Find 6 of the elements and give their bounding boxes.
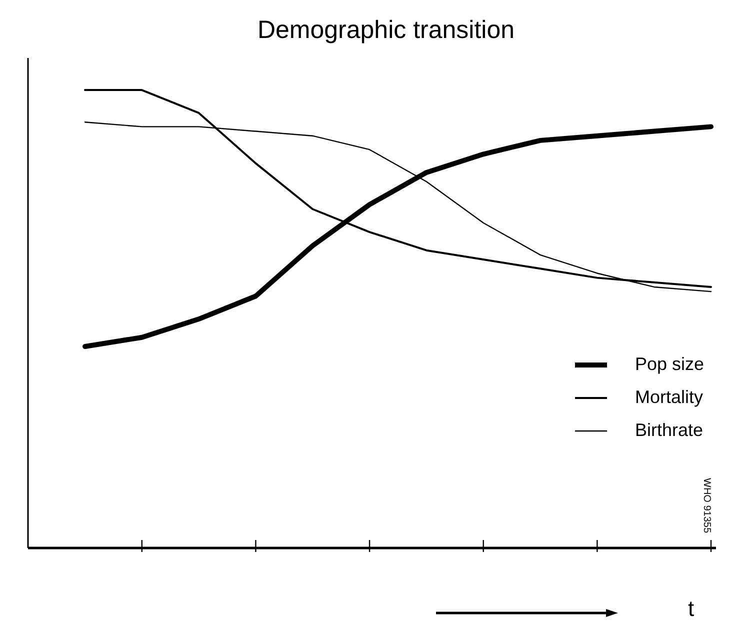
legend-label: Birthrate <box>634 419 703 442</box>
legend-label: Pop size <box>634 353 704 376</box>
chart-title: Demographic transition <box>256 15 516 46</box>
legend-label: Mortality <box>634 386 703 409</box>
x-axis-title: t <box>688 596 694 622</box>
annotation: WHO 91355 <box>701 478 712 534</box>
